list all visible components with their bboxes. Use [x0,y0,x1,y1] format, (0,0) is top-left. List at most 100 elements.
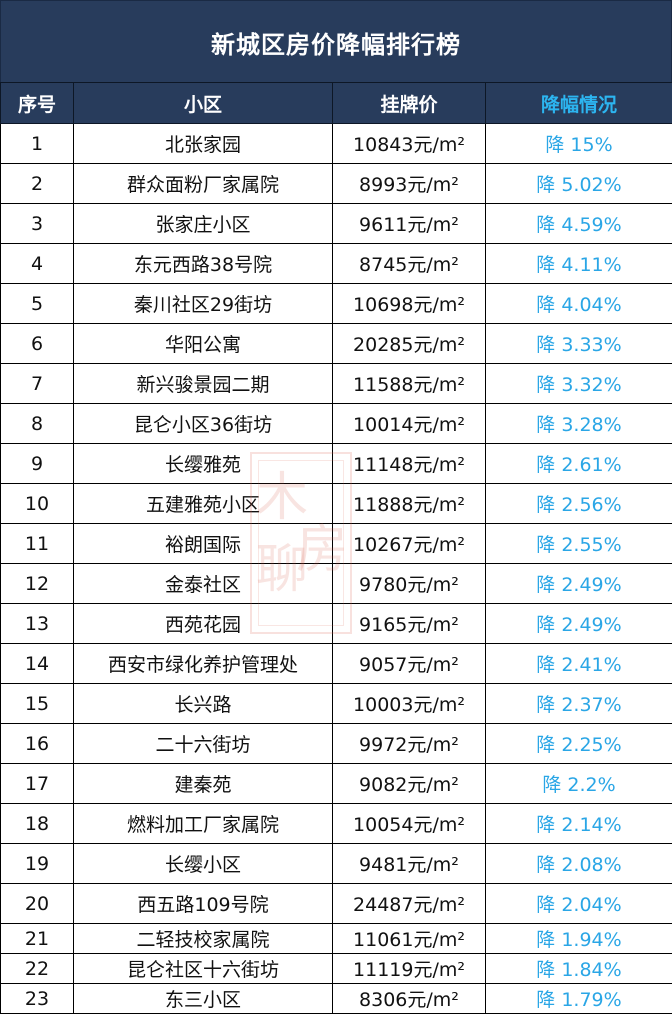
community-cell: 二十六街坊 [74,724,333,764]
price-cell: 10843元/m² [333,124,486,164]
drop-cell: 降 2.41% [486,644,672,684]
community-cell: 新兴骏景园二期 [74,364,333,404]
price-cell: 11061元/m² [333,924,486,954]
community-cell: 五建雅苑小区 [74,484,333,524]
price-cell: 9082元/m² [333,764,486,804]
drop-cell: 降 3.32% [486,364,672,404]
community-cell: 群众面粉厂家属院 [74,164,333,204]
community-cell: 东元西路38号院 [74,244,333,284]
drop-cell: 降 1.94% [486,924,672,954]
rank-cell: 3 [1,204,74,244]
header-drop: 降幅情况 [486,83,672,124]
drop-cell: 降 2.49% [486,564,672,604]
drop-cell: 降 2.14% [486,804,672,844]
price-cell: 9481元/m² [333,844,486,884]
drop-cell: 降 4.04% [486,284,672,324]
drop-cell: 降 2.61% [486,444,672,484]
community-cell: 东三小区 [74,984,333,1014]
price-cell: 9165元/m² [333,604,486,644]
community-cell: 秦川社区29街坊 [74,284,333,324]
community-cell: 华阳公寓 [74,324,333,364]
rank-cell: 7 [1,364,74,404]
rank-cell: 15 [1,684,74,724]
price-cell: 9972元/m² [333,724,486,764]
drop-cell: 降 2.56% [486,484,672,524]
price-cell: 8306元/m² [333,984,486,1014]
price-cell: 9057元/m² [333,644,486,684]
rank-cell: 16 [1,724,74,764]
page-title: 新城区房价降幅排行榜 [0,0,672,83]
rank-cell: 11 [1,524,74,564]
rank-cell: 18 [1,804,74,844]
rank-cell: 13 [1,604,74,644]
drop-cell: 降 2.25% [486,724,672,764]
rank-cell: 4 [1,244,74,284]
community-cell: 金泰社区 [74,564,333,604]
drop-cell: 降 2.2% [486,764,672,804]
community-cell: 长缨雅苑 [74,444,333,484]
community-cell: 西苑花园 [74,604,333,644]
price-cell: 11588元/m² [333,364,486,404]
drop-cell: 降 2.49% [486,604,672,644]
drop-cell: 降 1.79% [486,984,672,1014]
rank-cell: 6 [1,324,74,364]
community-cell: 西安市绿化养护管理处 [74,644,333,684]
rank-cell: 12 [1,564,74,604]
price-cell: 24487元/m² [333,884,486,924]
rank-cell: 9 [1,444,74,484]
drop-cell: 降 5.02% [486,164,672,204]
rank-cell: 5 [1,284,74,324]
header-price: 挂牌价 [333,83,486,124]
drop-cell: 降 2.55% [486,524,672,564]
price-cell: 20285元/m² [333,324,486,364]
drop-cell: 降 4.59% [486,204,672,244]
community-cell: 裕朗国际 [74,524,333,564]
rank-cell: 14 [1,644,74,684]
community-cell: 张家庄小区 [74,204,333,244]
price-cell: 9611元/m² [333,204,486,244]
rank-cell: 20 [1,884,74,924]
table-header-row: 序号 小区 挂牌价 降幅情况 [1,83,672,124]
price-cell: 11888元/m² [333,484,486,524]
community-cell: 二轻技校家属院 [74,924,333,954]
price-cell: 10267元/m² [333,524,486,564]
rank-cell: 21 [1,924,74,954]
price-cell: 10014元/m² [333,404,486,444]
price-cell: 10003元/m² [333,684,486,724]
price-cell: 10054元/m² [333,804,486,844]
header-rank: 序号 [1,83,74,124]
drop-cell: 降 3.28% [486,404,672,444]
community-cell: 昆仑社区十六街坊 [74,954,333,984]
price-cell: 8993元/m² [333,164,486,204]
community-cell: 北张家园 [74,124,333,164]
price-cell: 9780元/m² [333,564,486,604]
community-cell: 燃料加工厂家属院 [74,804,333,844]
price-cell: 8745元/m² [333,244,486,284]
rank-cell: 22 [1,954,74,984]
community-cell: 长兴路 [74,684,333,724]
rank-cell: 17 [1,764,74,804]
drop-cell: 降 2.08% [486,844,672,884]
rank-cell: 1 [1,124,74,164]
rank-cell: 2 [1,164,74,204]
community-cell: 建秦苑 [74,764,333,804]
